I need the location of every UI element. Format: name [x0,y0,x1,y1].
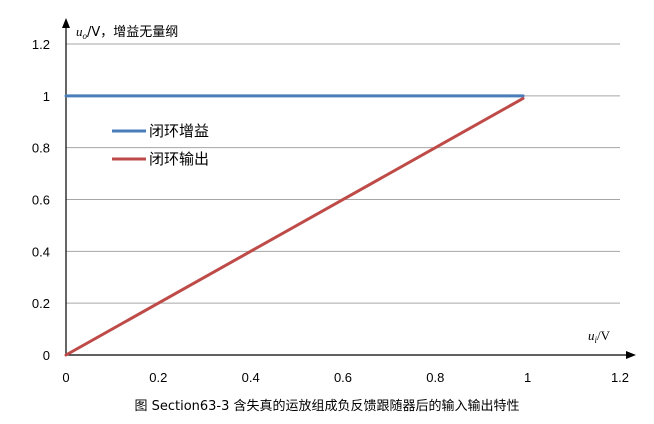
gridlines [66,43,620,304]
axes [62,18,636,359]
x-axis-label: ui/V [588,328,611,345]
legend-label-0: 闭环增益 [149,122,209,140]
series-line-1 [64,96,525,357]
y-tick-label-4: 0.8 [32,141,50,156]
x-tick-label-4: 0.8 [426,370,444,385]
x-tick-label-1: 0.2 [149,370,167,385]
x-tick-label-2: 0.4 [242,370,260,385]
x-tick-label-6: 1.2 [611,370,629,385]
y-tick-label-2: 0.4 [32,244,50,259]
y-tick-label-0: 0 [43,348,50,363]
series-lines [64,94,525,357]
y-tick-label-1: 0.2 [32,296,50,311]
x-tick-label-3: 0.6 [334,370,352,385]
y-axis-arrow [62,18,70,28]
x-tick-label-5: 1 [524,370,531,385]
y-tick-label-3: 0.6 [32,193,50,208]
y-axis-label: uo/V，增益无量纲 [76,24,178,41]
tick-labels: 0 0.2 0.4 0.6 0.8 1 1.2 0 0.2 0.4 0.6 0.8 1 1.2 [32,37,629,385]
x-axis-arrow [626,351,636,359]
legend-label-1: 闭环输出 [149,150,209,168]
y-tick-label-6: 1.2 [32,37,50,52]
figure-caption: 图 Section63-3 含失真的运放组成负反馈跟随器后的输入输出特性 [134,398,519,414]
x-tick-label-0: 0 [62,370,69,385]
y-tick-label-5: 1 [43,89,50,104]
